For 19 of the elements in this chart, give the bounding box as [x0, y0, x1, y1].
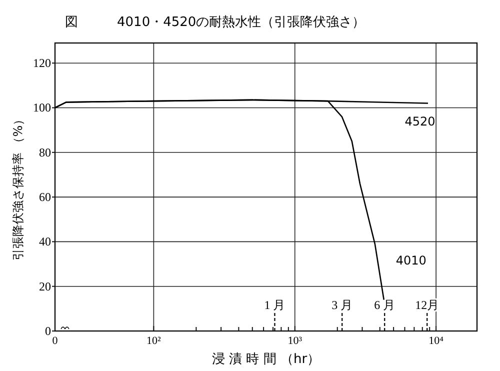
y-tick-label: 80: [39, 145, 51, 160]
y-tick-label: 100: [33, 100, 51, 115]
ref-line-label: 1 月: [264, 298, 286, 312]
x-tick-label: 10³: [288, 335, 303, 347]
y-tick-label: 40: [39, 234, 51, 249]
ref-line-label: 6 月: [374, 298, 396, 312]
x-tick-label: 0: [52, 335, 58, 347]
y-tick-label: 20: [39, 279, 51, 294]
y-tick-label: 60: [39, 190, 51, 204]
chart-title: 図 4010・4520の耐熱水性（引張降伏強さ）: [65, 15, 366, 30]
ref-line-label: 3 月: [332, 298, 353, 312]
y-tick-label: 0: [45, 324, 51, 338]
x-tick-label: 10²: [146, 335, 162, 347]
series-label: 4520: [404, 114, 436, 128]
series-label: 4010: [396, 254, 426, 268]
y-axis-title: 引張降伏強さ保持率 （%）: [11, 113, 25, 261]
y-tick-label: 120: [33, 56, 51, 70]
x-axis-title: 浸 漬 時 間 （hr）: [212, 352, 320, 367]
x-tick-label: 10⁴: [428, 335, 444, 347]
